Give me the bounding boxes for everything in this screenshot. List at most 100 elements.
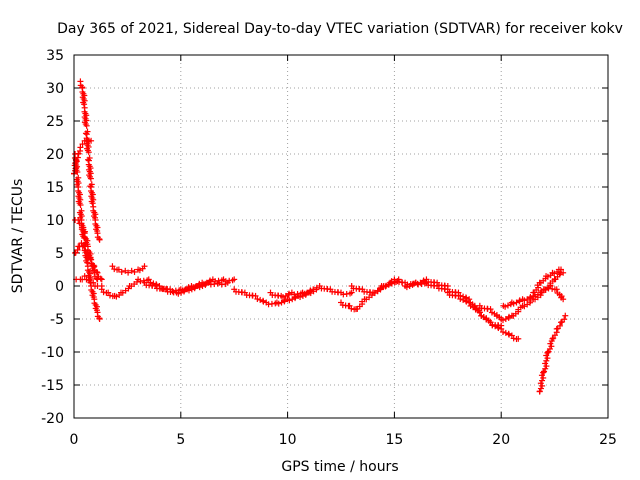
ticks [73,54,609,419]
y-axis-label: SDTVAR / TECUs [10,179,26,294]
data-point [224,279,231,286]
data-point [543,357,550,364]
data-point [96,236,103,243]
data-point [278,299,285,306]
series-arc-18 [530,266,567,296]
data-point [257,296,264,303]
series-arc-20 [540,283,567,303]
data-point [544,349,551,356]
data-point [502,303,509,310]
data-point [90,279,97,286]
data-point [91,263,98,270]
data-point [301,290,308,297]
data-point [527,294,534,301]
data-point [348,289,355,296]
data-point [553,286,560,293]
data-point [84,250,91,256]
data-point [289,296,296,303]
data-point [75,217,82,223]
y-tick-label: 5 [55,246,64,262]
y-tick-label: 20 [46,147,64,163]
data-point [555,266,562,273]
data-point [88,256,95,263]
data-point [489,322,496,329]
data-point [521,297,528,304]
data-point [286,297,293,304]
data-point [504,302,511,309]
data-point [492,323,499,330]
chart-title: Day 365 of 2021, Sidereal Day-to-day VTE… [57,21,623,37]
data-point [85,149,92,156]
data-point [542,360,549,367]
data-point [562,312,569,319]
data-point [544,355,551,362]
y-tick-label: 10 [46,213,64,229]
data-point [307,287,314,294]
data-point [457,296,464,303]
data-point [539,382,546,389]
y-tick-label: 35 [46,48,64,64]
data-point [87,255,94,262]
data-point [502,316,509,323]
data-point [85,156,92,163]
y-tick-label: -15 [41,378,64,394]
data-point [88,137,95,144]
data-point [540,374,547,381]
data-point [188,286,195,293]
data-point [175,290,182,297]
data-point [524,296,531,303]
data-point [536,388,543,395]
data-point [537,380,544,387]
data-point [476,309,483,316]
data-point [463,298,470,305]
data-point [541,368,548,375]
data-point [560,269,567,276]
data-point [71,162,78,169]
data-point [83,122,90,129]
data-point [406,283,413,290]
y-tick-label: 0 [55,279,64,295]
data-point [252,292,259,299]
y-tick-label: 15 [46,180,64,196]
data-point [196,284,203,291]
data-point [487,306,494,313]
data-point [510,300,517,307]
data-point [515,335,522,342]
series-arc-8 [98,276,238,300]
plot-frame [73,54,609,419]
series-arc-9 [141,279,231,297]
data-point [499,317,506,324]
data-point [282,292,289,299]
y-tick-labels: -20 -15 -10 -5 0 5 10 15 20 25 30 35 [41,48,64,427]
data-point [77,144,84,151]
series-arc-6 [73,273,105,290]
data-point [498,325,505,332]
data-point [260,298,267,305]
data-points [71,78,569,395]
data-point [81,243,88,250]
data-point [87,183,94,190]
data-point [409,280,416,287]
data-point [495,325,502,332]
data-point [304,289,311,296]
y-tick-label: -20 [41,411,64,427]
data-point [460,296,467,303]
data-point [539,377,546,384]
y-tick-label: 25 [46,114,64,130]
data-point [78,240,85,247]
series-arc-19 [536,312,569,395]
data-point [254,296,261,303]
x-tick-label: 0 [70,432,79,448]
series-arc-1-falling [77,78,103,243]
data-point [543,352,550,359]
data-point [506,331,513,338]
data-point [543,363,550,370]
y-tick-label: 30 [46,81,64,97]
data-point [542,365,549,372]
data-point [85,276,92,283]
series-arc-11 [267,286,317,301]
grid [74,55,608,418]
data-point [77,202,84,208]
x-axis-label: GPS time / hours [281,459,398,475]
